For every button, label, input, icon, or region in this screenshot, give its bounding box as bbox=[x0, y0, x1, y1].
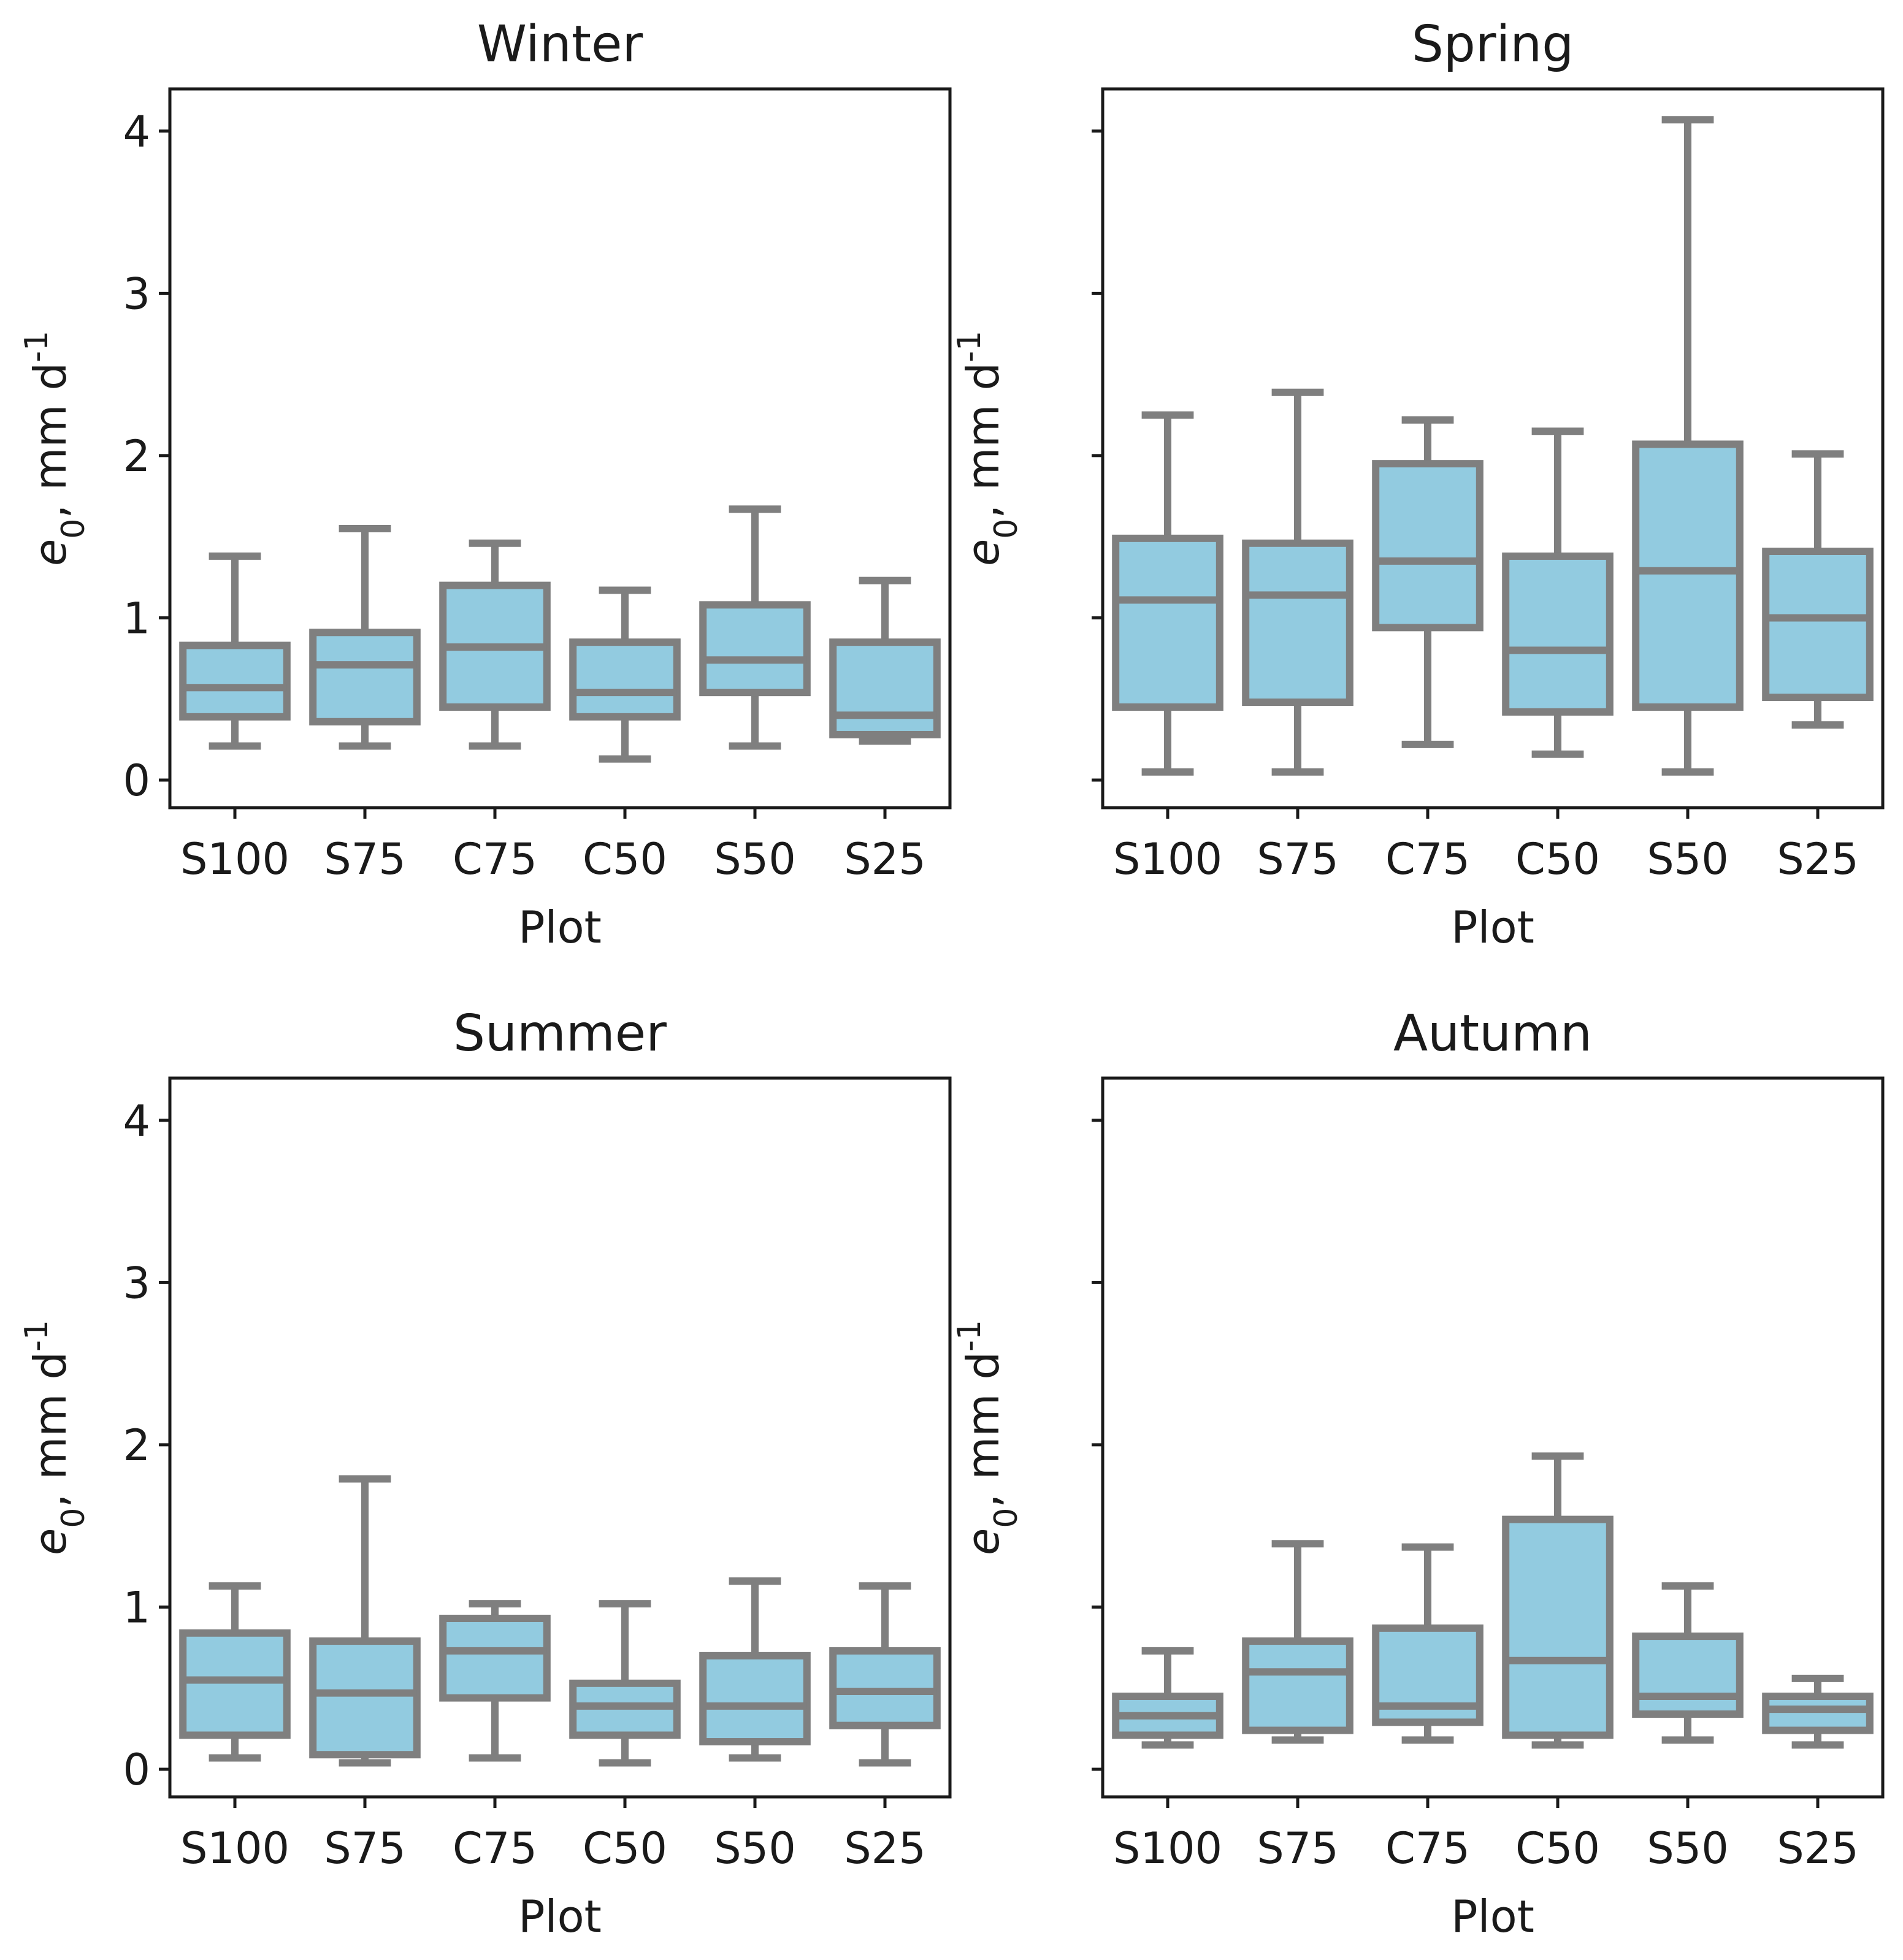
box-s75 bbox=[1242, 388, 1354, 776]
axes-frame bbox=[168, 1076, 952, 1799]
xtick-label: S100 bbox=[1113, 1823, 1222, 1874]
xtick-label: S75 bbox=[1257, 1823, 1339, 1874]
axes-frame bbox=[1101, 1076, 1885, 1799]
panel-winter: 0 1 2 3 4 S100 S75 C75 C50 S50 S25 Winter Plot e0, mm… bbox=[18, 15, 952, 953]
xtick-label: S100 bbox=[1113, 834, 1222, 884]
box-s50 bbox=[1632, 116, 1744, 776]
xtick-label: C75 bbox=[453, 834, 537, 884]
x-axis-label: Plot bbox=[518, 902, 602, 953]
box-s50 bbox=[699, 505, 811, 750]
iqr-box bbox=[1502, 1515, 1614, 1739]
xtick-label: S75 bbox=[324, 834, 406, 884]
iqr-box bbox=[699, 601, 811, 697]
axes-frame bbox=[1101, 87, 1885, 810]
iqr-box bbox=[309, 1637, 421, 1759]
box-s100 bbox=[179, 552, 291, 750]
panels: 0 1 2 3 4 S100 S75 C75 C50 S50 S25 Winter Plot e0, mm… bbox=[18, 15, 1885, 1942]
x-axis-label: Plot bbox=[1451, 902, 1534, 953]
box-c50 bbox=[1502, 1452, 1614, 1749]
xtick-label: S25 bbox=[844, 834, 926, 884]
ytick-label: 3 bbox=[123, 269, 150, 319]
panel-title: Spring bbox=[1412, 15, 1574, 74]
panel-title: Summer bbox=[453, 1005, 667, 1063]
ytick-label: 0 bbox=[123, 1745, 150, 1795]
xtick-label: C50 bbox=[583, 834, 667, 884]
iqr-box bbox=[1762, 1692, 1874, 1734]
xtick-label: S75 bbox=[1257, 834, 1339, 884]
box-c75 bbox=[439, 1600, 551, 1762]
box-s25 bbox=[829, 576, 941, 745]
box-s75 bbox=[1242, 1540, 1354, 1744]
panel-title: Autumn bbox=[1393, 1005, 1592, 1063]
iqr-box bbox=[1762, 547, 1874, 702]
xtick-label: S50 bbox=[1647, 1823, 1729, 1874]
ytick-label: 2 bbox=[123, 431, 150, 481]
iqr-box bbox=[1632, 1633, 1744, 1718]
x-axis-label: Plot bbox=[1451, 1891, 1534, 1942]
xtick-label: S25 bbox=[844, 1823, 926, 1874]
ytick-label: 4 bbox=[123, 107, 150, 157]
xtick-label: C75 bbox=[1385, 834, 1470, 884]
xtick-label: C50 bbox=[583, 1823, 667, 1874]
box-c50 bbox=[1502, 427, 1614, 758]
box-c75 bbox=[1372, 416, 1484, 748]
iqr-box bbox=[1372, 460, 1484, 632]
xtick-label: S50 bbox=[714, 1823, 796, 1874]
panel-autumn: S100 S75 C75 C50 S50 S25 Autumn Plot e0, mm d-1 bbox=[951, 1005, 1885, 1942]
y-axis-label: e0, mm d-1 bbox=[951, 331, 1025, 566]
iqr-box bbox=[1502, 552, 1614, 716]
box-s50 bbox=[699, 1577, 811, 1762]
iqr-box bbox=[829, 638, 941, 738]
box-s25 bbox=[1762, 450, 1874, 729]
iqr-box bbox=[309, 629, 421, 725]
xtick-label: C50 bbox=[1515, 834, 1600, 884]
xtick-label: S100 bbox=[180, 834, 289, 884]
xtick-label: S75 bbox=[324, 1823, 406, 1874]
box-c75 bbox=[1372, 1543, 1484, 1744]
xtick-label: S25 bbox=[1777, 834, 1859, 884]
y-axis-label: e0, mm d-1 bbox=[951, 1320, 1025, 1555]
box-c50 bbox=[569, 1600, 681, 1767]
xtick-label: S100 bbox=[180, 1823, 289, 1874]
xtick-label: S50 bbox=[714, 834, 796, 884]
iqr-box bbox=[179, 641, 291, 721]
xtick-label: S50 bbox=[1647, 834, 1729, 884]
xtick-label: S25 bbox=[1777, 1823, 1859, 1874]
ytick-label: 1 bbox=[123, 593, 150, 643]
iqr-box bbox=[699, 1652, 811, 1746]
iqr-box bbox=[179, 1629, 291, 1739]
box-s100 bbox=[1112, 411, 1223, 776]
iqr-box bbox=[1242, 1637, 1354, 1734]
iqr-box bbox=[569, 638, 681, 721]
box-s100 bbox=[1112, 1647, 1223, 1749]
box-s75 bbox=[309, 1475, 421, 1767]
box-s25 bbox=[1762, 1674, 1874, 1749]
box-s50 bbox=[1632, 1582, 1744, 1744]
box-s100 bbox=[179, 1582, 291, 1762]
xtick-label: C50 bbox=[1515, 1823, 1600, 1874]
ytick-label: 3 bbox=[123, 1258, 150, 1308]
y-axis-label: e0, mm d-1 bbox=[18, 1320, 92, 1555]
iqr-box bbox=[1112, 534, 1223, 711]
iqr-box bbox=[1242, 539, 1354, 706]
xtick-label: C75 bbox=[1385, 1823, 1470, 1874]
panel-title: Winter bbox=[477, 15, 643, 74]
xtick-label: C75 bbox=[453, 1823, 537, 1874]
ytick-label: 0 bbox=[123, 756, 150, 806]
x-axis-label: Plot bbox=[518, 1891, 602, 1942]
panel-summer: 0 1 2 3 4 S100 S75 C75 C50 S50 S25 Summer Plot e0, mm… bbox=[18, 1005, 952, 1942]
y-axis-label: e0, mm d-1 bbox=[18, 331, 92, 566]
ytick-label: 4 bbox=[123, 1096, 150, 1146]
box-c75 bbox=[439, 539, 551, 750]
iqr-box bbox=[439, 1614, 551, 1702]
box-c50 bbox=[569, 586, 681, 763]
iqr-box bbox=[1632, 440, 1744, 711]
ytick-label: 1 bbox=[123, 1582, 150, 1633]
panel-spring: S100 S75 C75 C50 S50 S25 Spring Plot e0, mm d-1 bbox=[951, 15, 1885, 953]
axes-frame bbox=[168, 87, 952, 810]
ytick-label: 2 bbox=[123, 1420, 150, 1471]
box-s25 bbox=[829, 1582, 941, 1767]
box-s75 bbox=[309, 524, 421, 750]
